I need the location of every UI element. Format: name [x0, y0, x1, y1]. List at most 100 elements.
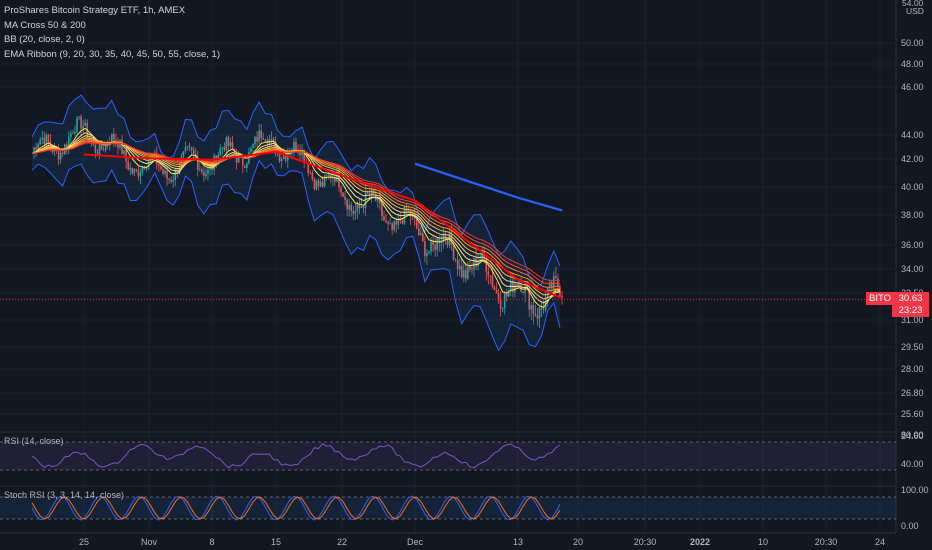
candle-body: [237, 155, 240, 163]
candle-body: [43, 137, 46, 145]
price-axis-tick: 48.00: [901, 59, 924, 69]
candle-body: [78, 116, 80, 118]
candle-body: [321, 181, 324, 187]
candle-body: [548, 281, 551, 288]
price-axis-top-label: 54.00: [902, 0, 924, 8]
candle-body: [219, 147, 222, 155]
candle-body: [491, 275, 494, 287]
candle-body: [121, 139, 123, 155]
stoch-rsi-label[interactable]: Stoch RSI (3, 3, 14, 14, close): [4, 490, 125, 500]
time-axis-label: 22: [337, 537, 347, 547]
candle-body: [395, 221, 398, 225]
candle-body: [340, 187, 342, 193]
rsi-line: [31, 443, 561, 469]
candle-body: [186, 146, 189, 147]
candle-body: [207, 169, 209, 175]
candle-body: [360, 206, 363, 209]
time-axis-label: 2022: [690, 537, 710, 547]
candle-body: [356, 204, 359, 212]
time-axis-label: 25: [79, 537, 89, 547]
candle-body: [532, 305, 535, 315]
time-axis-label: Dec: [407, 537, 424, 547]
candle-body: [65, 144, 68, 148]
candle-body: [444, 233, 447, 238]
candle-body: [530, 305, 533, 310]
candle-body: [172, 180, 174, 182]
candle-body: [336, 171, 338, 182]
candle-body: [190, 147, 193, 150]
bb-lower-line: [31, 159, 561, 352]
candle-body: [520, 283, 522, 292]
candle-body: [111, 134, 113, 144]
candle-body: [350, 204, 353, 211]
candle-body: [442, 233, 445, 241]
candle-body: [72, 133, 74, 135]
candle-body: [397, 218, 400, 225]
candle-body: [125, 150, 127, 162]
candle-body: [505, 294, 508, 297]
candle-body: [319, 181, 322, 187]
price-axis-tick: 34.00: [901, 264, 924, 274]
candle-body: [96, 152, 99, 156]
candle-body: [467, 266, 469, 279]
candle-body: [323, 175, 326, 187]
candle-body: [460, 265, 463, 278]
ma200-line: [414, 162, 563, 212]
candle-body: [362, 206, 365, 208]
candle-body: [135, 169, 138, 171]
candle-body: [272, 138, 275, 142]
rsi-label[interactable]: RSI (14, close): [4, 436, 64, 446]
candle-body: [415, 218, 418, 229]
bb-fill: [32, 95, 560, 351]
candle-body: [192, 149, 195, 154]
candle-body: [47, 134, 50, 142]
candle-body: [430, 241, 432, 252]
candle-body: [452, 245, 455, 260]
candle-body: [168, 178, 170, 180]
candle-body: [507, 291, 510, 297]
candle-body: [270, 138, 273, 140]
time-axis-label: 20:30: [815, 537, 838, 547]
candle-body: [94, 144, 97, 153]
candle-body: [487, 271, 490, 276]
candle-body: [198, 169, 201, 171]
price-axis-tick: 25.60: [901, 409, 924, 419]
candle-body: [420, 233, 422, 236]
candle-body: [225, 137, 228, 151]
candle-body: [205, 174, 207, 177]
candle-body: [462, 270, 465, 278]
candle-body: [295, 141, 297, 151]
candle-body: [438, 237, 441, 244]
candle-body: [469, 266, 471, 270]
candle-body: [262, 138, 265, 140]
candle-body: [358, 204, 361, 209]
candle-body: [145, 167, 148, 169]
candle-body: [80, 116, 82, 129]
candle-body: [475, 258, 477, 267]
candle-body: [268, 139, 271, 144]
last-price-symbol: BITO: [866, 292, 894, 305]
candle-body: [250, 147, 252, 153]
candle-body: [74, 131, 76, 134]
candle-body: [364, 192, 367, 208]
candle-body: [352, 210, 355, 214]
stoch-tick-0: 0.00: [901, 521, 919, 531]
candle-body: [389, 223, 391, 225]
candle-body: [518, 283, 520, 287]
candle-body: [131, 167, 134, 174]
candle-body: [139, 172, 142, 177]
ma50-line: [83, 150, 563, 300]
candle-body: [499, 300, 502, 309]
candle-body: [231, 142, 234, 150]
candle-body: [516, 284, 518, 287]
candle-body: [446, 237, 449, 245]
candle-body: [70, 133, 72, 137]
candle-body: [436, 237, 438, 251]
candle-body: [241, 155, 244, 166]
candle-body: [303, 149, 305, 162]
candle-body: [260, 130, 262, 139]
candle-body: [258, 130, 260, 142]
candle-body: [550, 281, 553, 289]
